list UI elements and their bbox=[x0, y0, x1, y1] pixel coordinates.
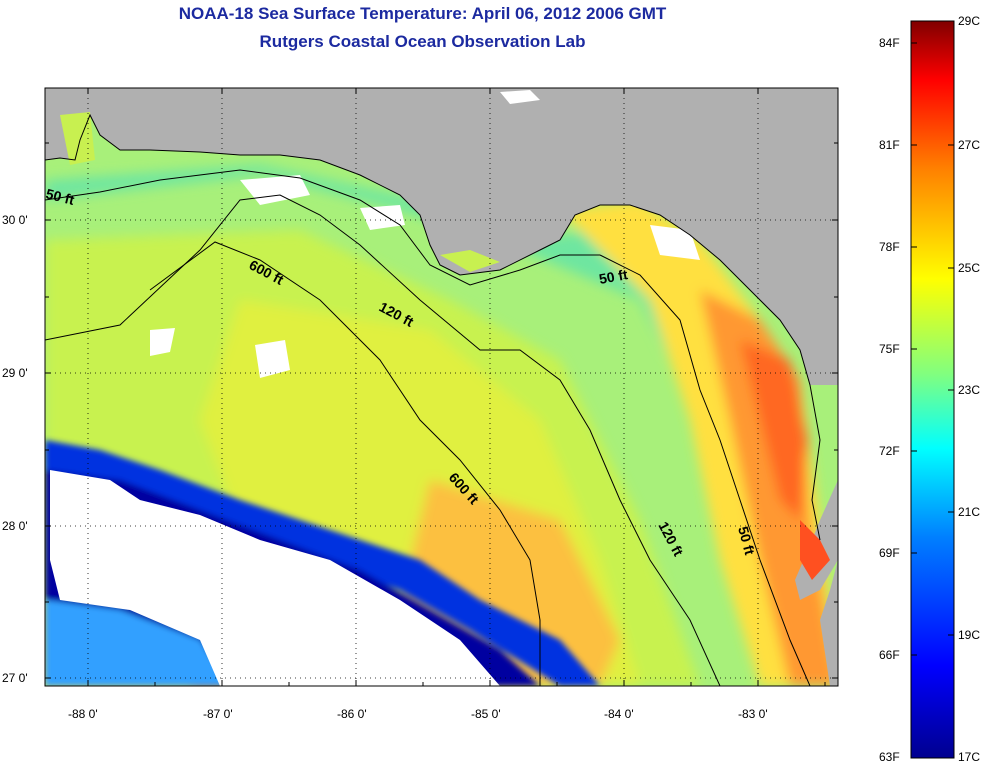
colorbar-f-label: 84F bbox=[879, 36, 900, 50]
colorbar-c-label: 23C bbox=[958, 383, 981, 397]
colorbar-c-label: 17C bbox=[958, 750, 981, 764]
contour-label: 50 ft bbox=[598, 266, 629, 287]
tick-marks bbox=[45, 88, 838, 686]
land-southeast bbox=[820, 560, 838, 686]
sst-field bbox=[45, 88, 838, 686]
graticule bbox=[45, 88, 838, 686]
colorbar-f-label: 78F bbox=[879, 240, 900, 254]
isobath-600ft bbox=[149, 241, 541, 686]
contour-label: 50 ft bbox=[44, 185, 76, 208]
isobath-50ft-north bbox=[45, 169, 600, 286]
colorbar-f-label: 81F bbox=[879, 138, 900, 152]
cloud-mass-south bbox=[50, 470, 500, 686]
map-subtitle: Rutgers Coastal Ocean Observation Lab bbox=[259, 32, 586, 51]
isobath-50ft-east bbox=[599, 254, 811, 686]
map-title: NOAA-18 Sea Surface Temperature: April 0… bbox=[178, 4, 667, 23]
lon-tick-label: -87 0' bbox=[203, 707, 233, 721]
colorbar-c-label: 27C bbox=[958, 138, 981, 152]
colorbar-gradient bbox=[910, 20, 955, 759]
lat-tick-label: 27 0' bbox=[2, 671, 28, 685]
cloud-patch bbox=[255, 340, 290, 378]
colorbar-c-label: 19C bbox=[958, 628, 981, 642]
tampa-bay-warm-water bbox=[800, 520, 830, 580]
contour-label: 50 ft bbox=[735, 525, 758, 557]
lon-tick-label: -85 0' bbox=[471, 707, 501, 721]
colorbar-f-label: 69F bbox=[879, 546, 900, 560]
cool-southwest-band bbox=[45, 600, 230, 686]
coastline-stroke bbox=[45, 113, 821, 541]
cool-nearshore-band bbox=[45, 165, 720, 420]
cloud-patch bbox=[150, 328, 175, 356]
colorbar-f-label: 66F bbox=[879, 648, 900, 662]
inland-cloud bbox=[500, 90, 540, 104]
cold-band bbox=[45, 440, 600, 686]
cloud-patch bbox=[360, 205, 405, 230]
colorbar-f-label: 72F bbox=[879, 444, 900, 458]
colorbar-c-label: 21C bbox=[958, 505, 981, 519]
land-coastline bbox=[45, 88, 838, 385]
lon-tick-label: -83 0' bbox=[738, 707, 768, 721]
lon-tick-label: -88 0' bbox=[68, 707, 98, 721]
colorbar-ticks bbox=[911, 20, 954, 656]
bay-water bbox=[440, 250, 500, 272]
lat-tick-label: 29 0' bbox=[2, 366, 28, 380]
colorbar-f-label: 75F bbox=[879, 342, 900, 356]
map-frame bbox=[44, 87, 839, 687]
lon-tick-label: -84 0' bbox=[604, 707, 634, 721]
lat-tick-label: 28 0' bbox=[2, 519, 28, 533]
colorbar-c-label: 25C bbox=[958, 261, 981, 275]
colorbar-c-label: 29C bbox=[958, 14, 981, 28]
isobath-120ft bbox=[45, 194, 721, 686]
colorbar-f-label: 63F bbox=[879, 750, 900, 764]
hot-coastal-core bbox=[740, 340, 808, 520]
lon-tick-label: -86 0' bbox=[337, 707, 367, 721]
lat-tick-label: 30 0' bbox=[2, 213, 28, 227]
